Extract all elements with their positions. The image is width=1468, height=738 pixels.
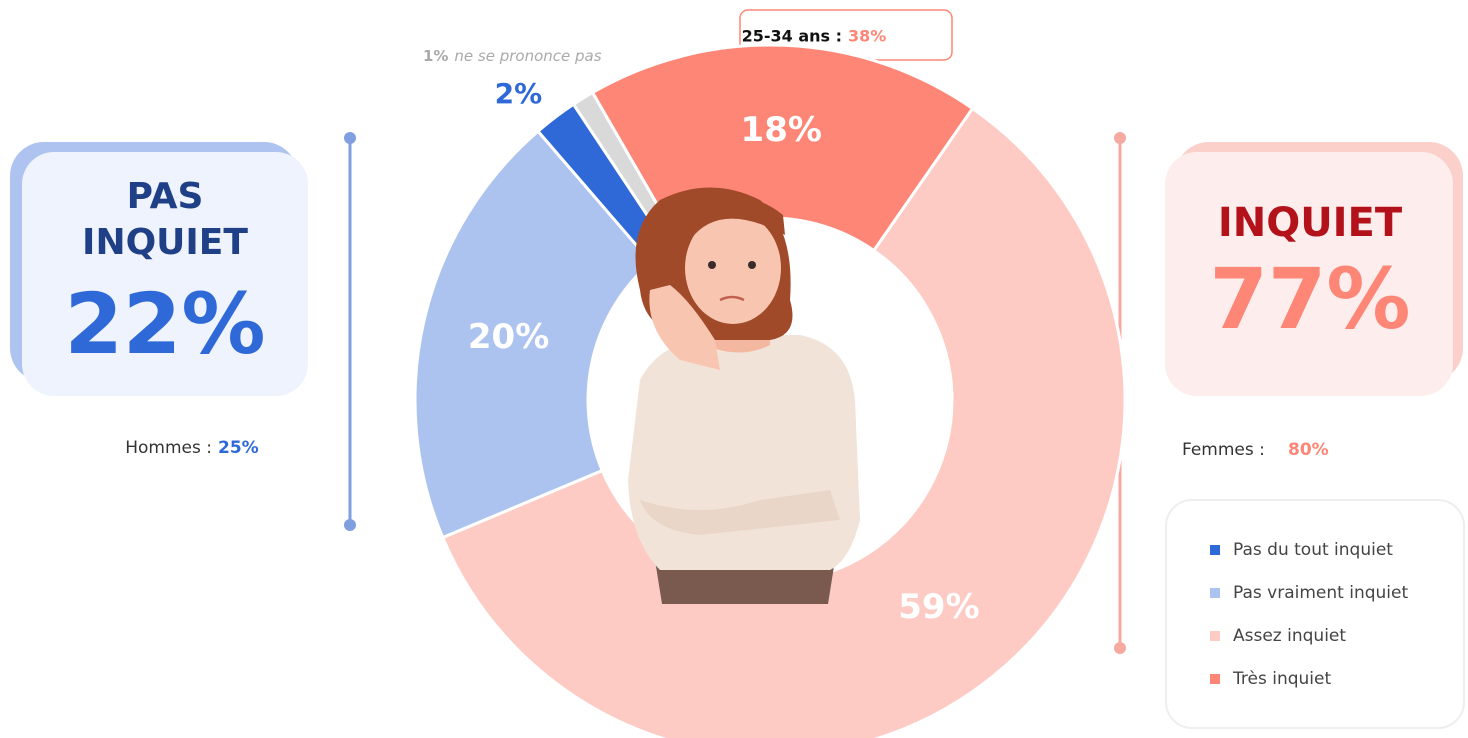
left-sub-value: 25% (218, 438, 259, 458)
legend-label: Assez inquiet (1233, 626, 1346, 646)
right-value: 77% (1209, 250, 1410, 348)
legend-label: Pas vraiment inquiet (1233, 583, 1408, 603)
legend-swatch (1210, 674, 1220, 684)
legend-swatch (1210, 631, 1220, 641)
left-value: 22% (64, 275, 265, 373)
rule-dot (1114, 642, 1126, 654)
top-value: 38% (848, 27, 886, 46)
right-sub-value: 80% (1288, 440, 1329, 460)
top-label: 25-34 ans : (742, 27, 842, 46)
right-title: INQUIET (1218, 200, 1403, 246)
rule-dot (344, 519, 356, 531)
donut: 18% 59% 20% 2% 1% ne se prononce pas (413, 43, 1127, 738)
legend-box (1165, 499, 1465, 729)
value-label: 2% (495, 77, 543, 110)
nsp-value: 1% (423, 46, 448, 64)
rule-dot (344, 132, 356, 144)
title-line: PAS (127, 176, 204, 217)
left-sub: Hommes : (125, 438, 212, 458)
nsp-label: 1% ne se prononce pas (423, 46, 602, 64)
left-title: PAS INQUIET (82, 176, 248, 263)
nsp-name: ne se prononce pas (454, 46, 601, 64)
donut-segment (413, 129, 654, 540)
value-label: 59% (898, 587, 979, 627)
legend-label: Pas du tout inquiet (1233, 540, 1393, 560)
legend-swatch (1210, 545, 1220, 555)
illustration (628, 187, 860, 604)
right-box (1165, 152, 1453, 396)
legend-swatch (1210, 588, 1220, 598)
rule-dot (1114, 132, 1126, 144)
title-line: INQUIET (82, 222, 248, 263)
donut-segment (440, 106, 1127, 738)
value-label: 18% (741, 110, 822, 150)
value-label: 20% (468, 317, 549, 357)
left-box (22, 152, 308, 396)
right-sub: Femmes : (1182, 440, 1265, 460)
legend-label: Très inquiet (1232, 669, 1331, 689)
